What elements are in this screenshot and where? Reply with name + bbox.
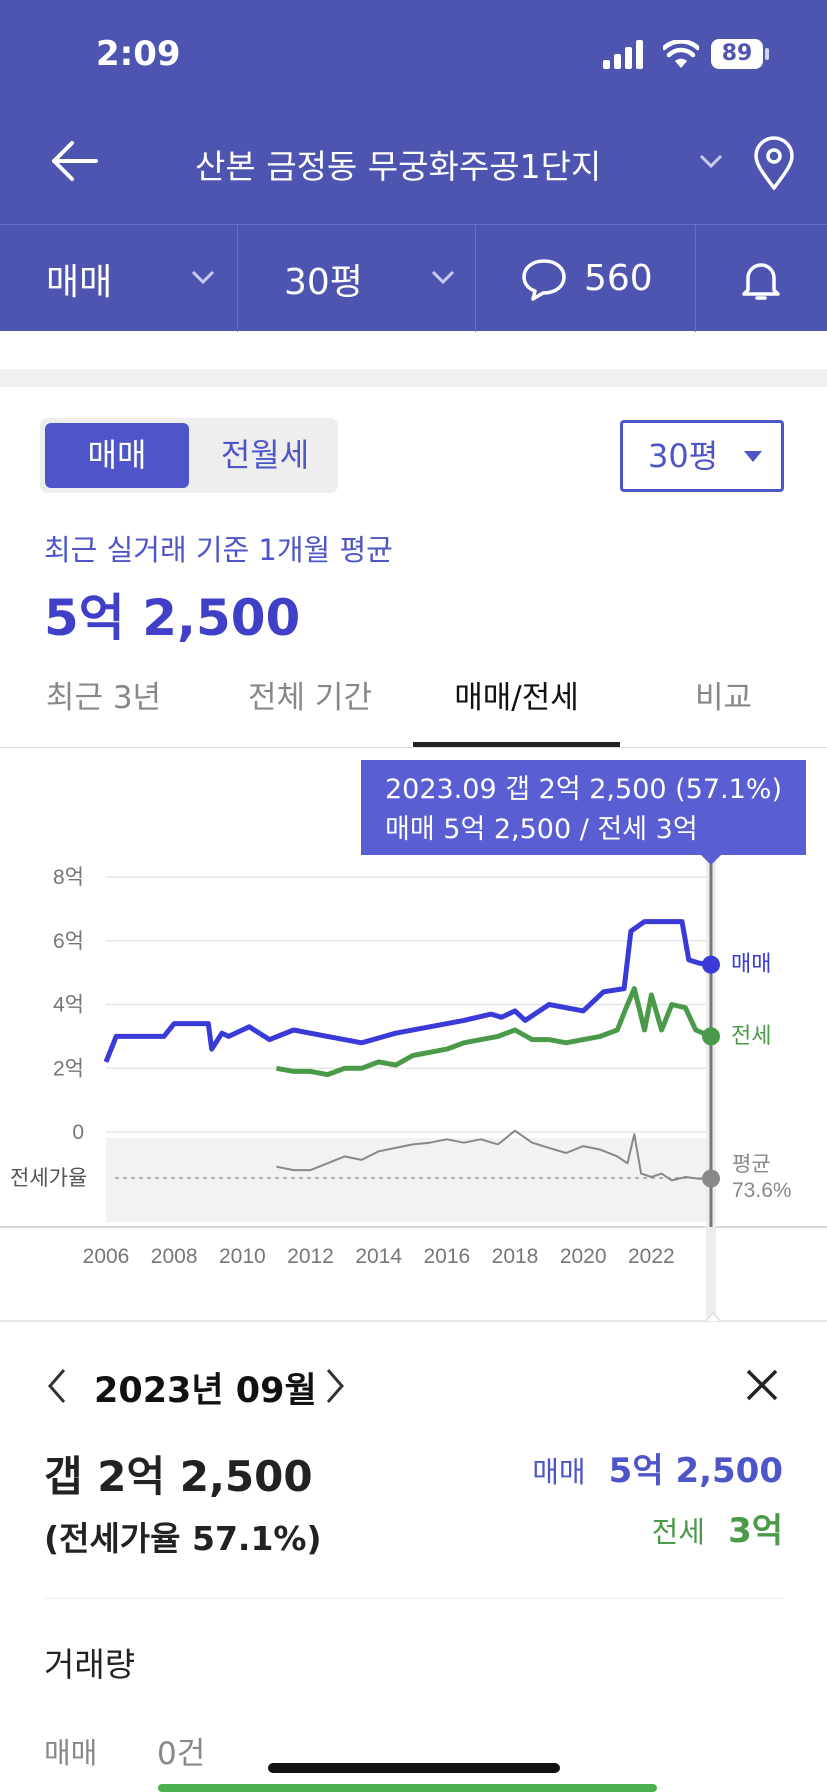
x-tick-label: 2006 [83, 1245, 130, 1268]
chart-tooltip: 2023.09 갭 2억 2,500 (57.1%) 매매 5억 2,500 /… [361, 760, 806, 855]
notification-button[interactable] [696, 225, 827, 332]
volume-divider [44, 1598, 784, 1599]
sale-series-line [103, 919, 712, 1063]
tab-recent-3y[interactable]: 최근 3년 [45, 680, 162, 716]
detail-sale-value: 5억 2,500 [608, 1451, 783, 1491]
speech-bubble-icon [522, 258, 566, 301]
x-tick-label: 2022 [628, 1245, 675, 1268]
size-select[interactable]: 30평 [238, 225, 476, 332]
status-time: 2:09 [96, 34, 181, 74]
wifi-icon [663, 40, 699, 68]
deal-type-select[interactable]: 매매 [0, 225, 238, 332]
avg-value: 73.6% [732, 1179, 792, 1202]
x-tick-label: 2016 [423, 1245, 470, 1268]
x-tick-label: 2014 [355, 1245, 402, 1268]
signal-icon [603, 40, 643, 69]
bell-icon [742, 262, 780, 300]
detail-month: 2023년 09월 [94, 1371, 317, 1411]
ratio-axis-label: 전세가율 [10, 1167, 87, 1190]
tooltip-price-line: 매매 5억 2,500 / 전세 3억 [385, 814, 698, 845]
page-title[interactable]: 산본 금정동 무궁화주공1단지 [195, 147, 602, 186]
y-tick-label: 2억 [53, 1057, 84, 1080]
jeonse-ratio: (전세가율 57.1%) [44, 1519, 322, 1558]
home-indicator [268, 1763, 560, 1773]
sale-point [702, 955, 720, 974]
location-pin-icon[interactable] [752, 136, 796, 190]
sale-series-label: 매매 [731, 951, 771, 976]
tooltip-gap-line: 2023.09 갭 2억 2,500 (57.1%) [385, 774, 782, 805]
avg-label: 평균 [732, 1153, 771, 1176]
header-bar [0, 0, 827, 331]
prev-month-icon[interactable] [44, 1366, 68, 1406]
detail-divider [0, 1320, 827, 1322]
x-tick-label: 2012 [287, 1245, 334, 1268]
segment-rent[interactable]: 전월세 [220, 436, 310, 474]
size-dropdown-label: 30평 [648, 437, 719, 475]
y-tick-label: 4억 [53, 994, 84, 1017]
summary-price: 5억 2,500 [44, 589, 301, 647]
jeonse-series-line [275, 986, 712, 1078]
active-tab-indicator [413, 742, 620, 747]
x-tick-label: 2010 [219, 1245, 266, 1268]
y-tick-label: 0 [72, 1121, 84, 1144]
close-icon[interactable] [745, 1368, 779, 1402]
summary-caption: 최근 실거래 기준 1개월 평균 [44, 533, 393, 567]
tooltip-pointer [700, 854, 722, 865]
ratio-band [106, 1138, 710, 1222]
y-tick-label: 8억 [53, 866, 84, 889]
volume-bar [158, 1784, 657, 1792]
y-tick-label: 6억 [53, 930, 84, 953]
segment-sale[interactable]: 매매 [45, 423, 189, 488]
size-label: 30평 [284, 261, 363, 303]
x-tick-label: 2020 [560, 1245, 607, 1268]
back-arrow-icon[interactable] [50, 138, 100, 184]
comment-count: 560 [584, 258, 653, 299]
tab-compare[interactable]: 비교 [694, 680, 753, 716]
detail-jeonse-label: 전세 [651, 1515, 705, 1549]
x-tick-label: 2008 [151, 1245, 198, 1268]
detail-sale: 매매 5억 2,500 [532, 1443, 783, 1492]
volume-sale-value: 0건 [157, 1736, 206, 1772]
period-tabs: 최근 3년 전체 기간 매매/전세 비교 [0, 668, 827, 748]
chevron-down-icon[interactable] [698, 152, 724, 170]
jeonse-series-label: 전세 [731, 1023, 771, 1048]
chevron-down-icon [191, 270, 215, 285]
battery-tip [765, 48, 769, 60]
section-divider [0, 369, 827, 387]
volume-sale-label: 매매 [44, 1736, 98, 1770]
detail-jeonse: 전세 3억 [652, 1503, 783, 1552]
ratio-series-line [276, 1129, 712, 1182]
size-dropdown[interactable]: 30평 [620, 420, 784, 492]
tab-all-period[interactable]: 전체 기간 [248, 680, 372, 716]
ratio-point [702, 1169, 720, 1188]
chevron-down-icon [431, 270, 455, 285]
volume-title: 거래량 [44, 1645, 136, 1684]
detail-jeonse-value: 3억 [728, 1511, 783, 1551]
detail-sale-label: 매매 [532, 1455, 586, 1489]
x-tick-label: 2018 [492, 1245, 539, 1268]
price-chart[interactable]: 8억 6억 4억 2억 0 2006 2008 2010 2012 2014 2016 2018 20… [0, 760, 827, 1320]
filter-bar: 매매 30평 560 [0, 224, 827, 332]
tab-sale-jeonse[interactable]: 매매/전세 [454, 680, 579, 716]
jeonse-point [702, 1027, 720, 1046]
battery-level: 89 [721, 41, 753, 66]
gap-amount: 갭 2억 2,500 [44, 1452, 313, 1501]
comments-button[interactable]: 560 [476, 225, 696, 332]
caret-down-icon [744, 451, 762, 462]
deal-type-label: 매매 [46, 261, 113, 303]
battery-icon: 89 [711, 39, 763, 69]
pointer-notch [705, 1312, 721, 1322]
next-month-icon[interactable] [324, 1366, 348, 1406]
